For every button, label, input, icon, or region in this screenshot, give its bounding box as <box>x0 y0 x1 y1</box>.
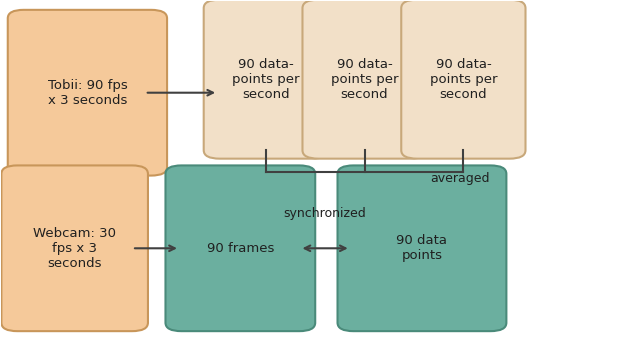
Text: 90 data
points: 90 data points <box>396 234 447 262</box>
Text: 90 data-
points per
second: 90 data- points per second <box>429 58 497 101</box>
Text: Webcam: 30
fps x 3
seconds: Webcam: 30 fps x 3 seconds <box>33 227 116 270</box>
FancyBboxPatch shape <box>303 0 427 159</box>
Text: 90 data-
points per
second: 90 data- points per second <box>331 58 398 101</box>
Text: Tobii: 90 fps
x 3 seconds: Tobii: 90 fps x 3 seconds <box>47 79 127 107</box>
FancyBboxPatch shape <box>337 165 506 331</box>
FancyBboxPatch shape <box>166 165 316 331</box>
FancyBboxPatch shape <box>1 165 148 331</box>
Text: synchronized: synchronized <box>284 207 367 220</box>
FancyBboxPatch shape <box>8 10 167 176</box>
Text: averaged: averaged <box>430 173 490 186</box>
FancyBboxPatch shape <box>204 0 328 159</box>
FancyBboxPatch shape <box>401 0 525 159</box>
Text: 90 frames: 90 frames <box>207 242 274 255</box>
Text: 90 data-
points per
second: 90 data- points per second <box>232 58 300 101</box>
